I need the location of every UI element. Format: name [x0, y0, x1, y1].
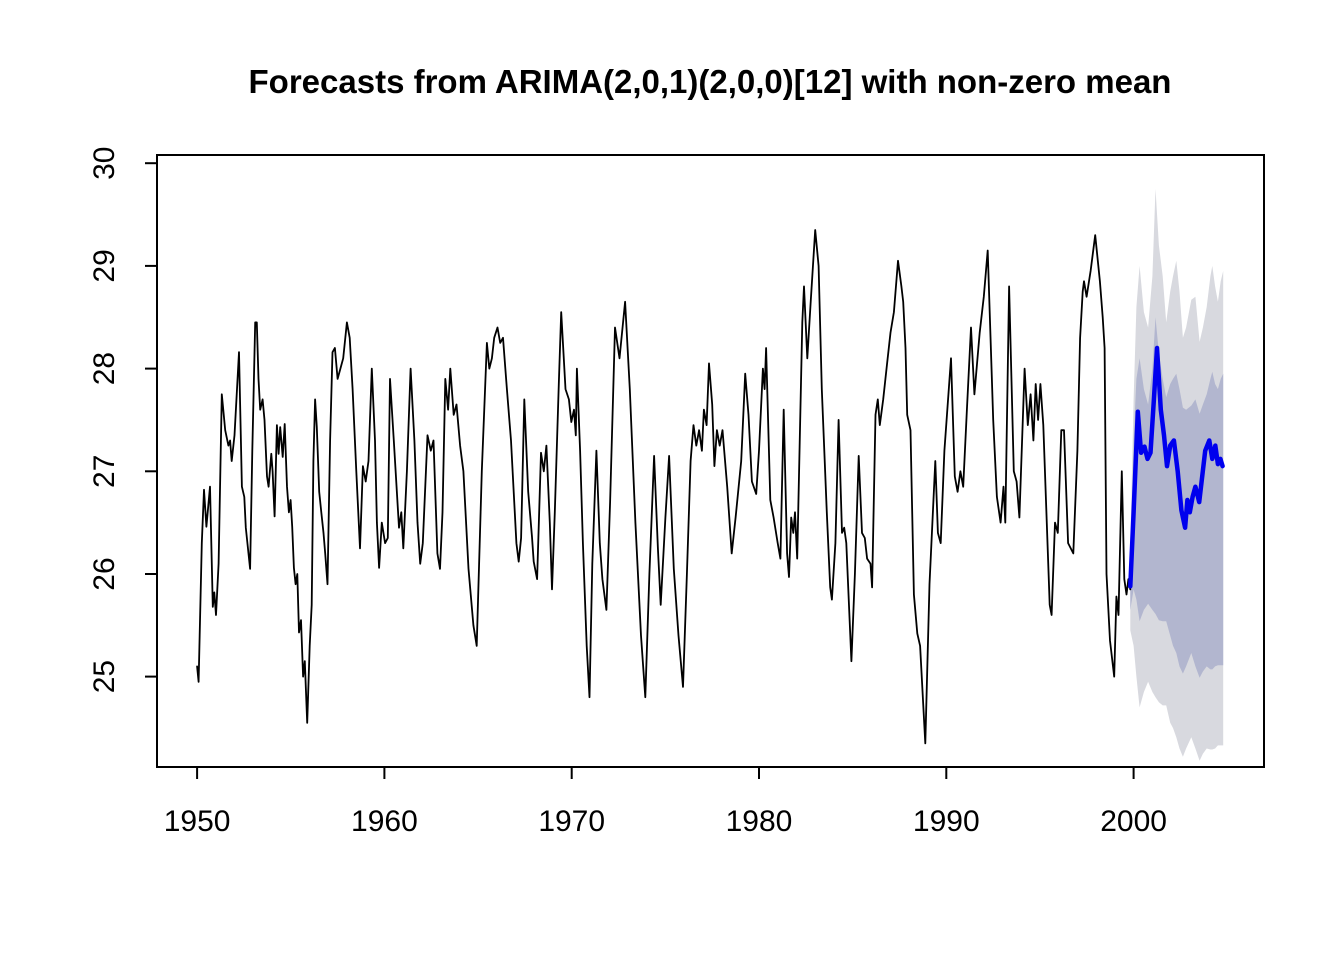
x-tick-label: 1990: [913, 805, 980, 838]
forecast-mean-line: [1128, 345, 1225, 589]
y-tick-label: 28: [88, 352, 121, 385]
x-tick-label: 1960: [351, 805, 418, 838]
y-tick-label: 26: [88, 557, 121, 590]
x-tick-label: 2000: [1100, 805, 1167, 838]
y-tick-label: 29: [88, 249, 121, 282]
y-tick-label: 30: [88, 147, 121, 180]
y-tick-label: 27: [88, 455, 121, 488]
chart-title: Forecasts from ARIMA(2,0,1)(2,0,0)[12] w…: [249, 63, 1172, 100]
plot-border: [156, 154, 1265, 768]
x-tick-label: 1980: [726, 805, 793, 838]
observed-line: [196, 229, 1132, 745]
y-tick-label: 25: [88, 660, 121, 693]
x-tick-label: 1950: [164, 805, 231, 838]
series-lines: [196, 229, 1225, 745]
y-axis: 25 26 27 28 29 30: [88, 147, 157, 693]
x-tick-label: 1970: [538, 805, 605, 838]
x-axis: 1950 1960 1970 1980 1990 2000: [164, 767, 1167, 838]
